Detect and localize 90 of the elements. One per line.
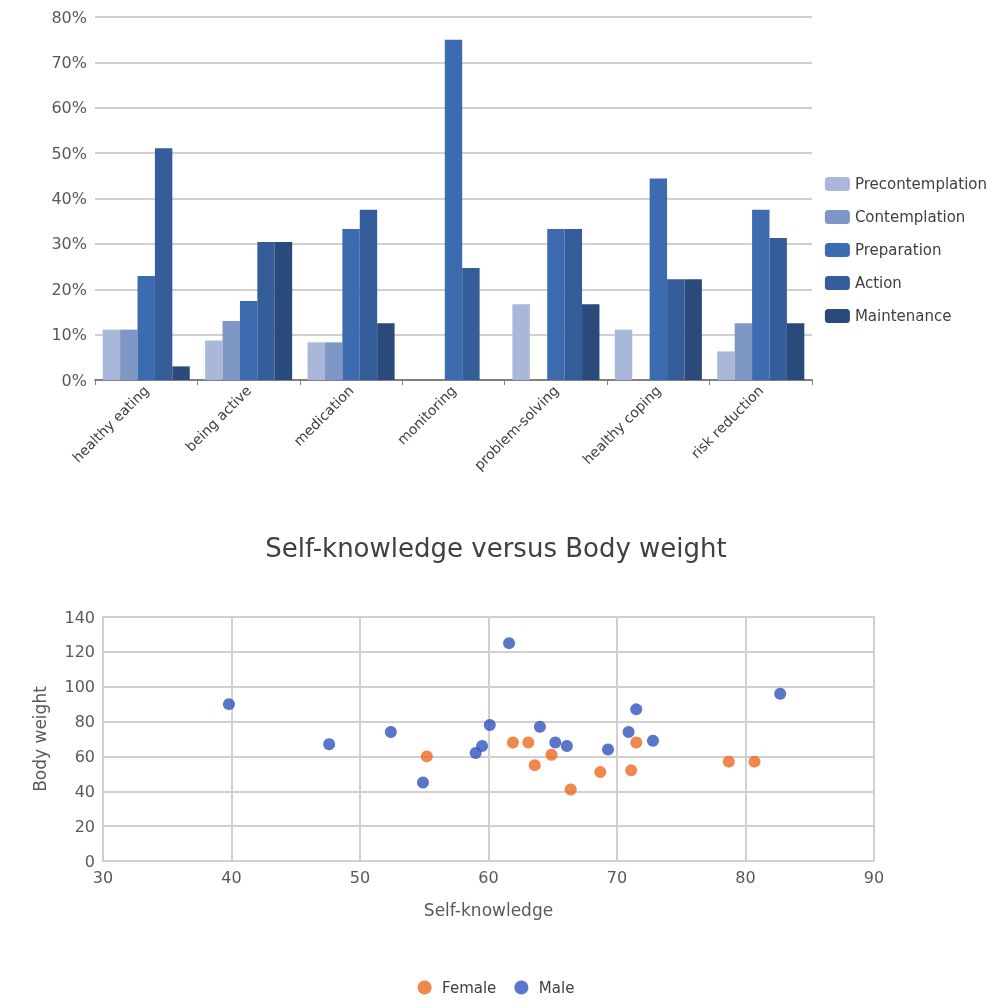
x-tick-label: 80 xyxy=(735,867,756,887)
bar xyxy=(614,329,633,380)
point xyxy=(564,783,577,796)
point xyxy=(528,759,541,772)
point xyxy=(774,687,787,700)
bar xyxy=(137,276,155,380)
bar xyxy=(462,267,480,380)
y-tick-label: 80% xyxy=(51,7,87,27)
bar xyxy=(307,342,325,380)
bar xyxy=(324,342,343,380)
point xyxy=(630,703,643,716)
point xyxy=(622,726,635,739)
x-tick-label: 30 xyxy=(92,867,114,887)
bar xyxy=(377,323,395,380)
bar xyxy=(667,279,685,380)
bar xyxy=(512,304,530,380)
bar xyxy=(102,329,121,380)
point xyxy=(384,726,397,739)
bar xyxy=(769,237,787,380)
legend-label: Contemplation xyxy=(854,208,966,226)
bar xyxy=(257,242,275,380)
point xyxy=(476,739,489,752)
bar xyxy=(717,351,735,380)
bar xyxy=(120,329,138,380)
x-tick-label: 70 xyxy=(606,867,628,887)
point xyxy=(503,637,516,650)
bar xyxy=(582,304,600,380)
legend-label: Precontemplation xyxy=(854,175,988,193)
point xyxy=(646,734,659,747)
bar xyxy=(172,366,190,380)
y-tick-label: 20% xyxy=(51,279,87,299)
point xyxy=(506,736,519,749)
bar xyxy=(205,340,223,380)
point xyxy=(748,755,761,768)
bar xyxy=(342,228,360,380)
point xyxy=(545,748,558,761)
legend-label: Maintenance xyxy=(854,307,952,325)
point xyxy=(602,743,615,756)
bar xyxy=(564,228,583,380)
point xyxy=(594,766,607,779)
y-tick-label: 20 xyxy=(74,816,95,836)
y-tick-label: 70% xyxy=(51,52,87,72)
legend-label: Preparation xyxy=(854,241,942,259)
point xyxy=(416,776,429,789)
y-tick-label: 30% xyxy=(51,234,87,254)
y-axis-title: Body weight xyxy=(29,685,50,792)
bar xyxy=(222,321,240,380)
legend-label: Action xyxy=(854,274,902,292)
bar xyxy=(734,323,753,380)
point xyxy=(222,698,235,711)
legend-label: Male xyxy=(538,978,575,997)
bar xyxy=(359,209,378,380)
y-tick-label: 10% xyxy=(51,325,87,345)
legend-label: Female xyxy=(442,978,497,997)
point xyxy=(522,736,535,749)
y-tick-label: 40 xyxy=(74,781,95,801)
bar xyxy=(786,323,805,380)
bar xyxy=(649,178,668,380)
x-axis-title: Self-knowledge xyxy=(423,899,554,920)
y-tick-label: 100 xyxy=(64,677,95,697)
x-tick-label: 40 xyxy=(221,867,242,887)
chart-title: Self-knowledge versus Body weight xyxy=(265,533,727,563)
point xyxy=(323,738,336,751)
bar xyxy=(154,148,173,380)
x-tick-label: 90 xyxy=(863,867,885,887)
point xyxy=(420,750,433,763)
y-tick-label: 0 xyxy=(84,851,95,871)
bar xyxy=(752,209,770,380)
point xyxy=(560,739,573,752)
y-tick-label: 80 xyxy=(74,712,95,732)
y-tick-label: 60% xyxy=(51,98,87,118)
bar xyxy=(274,242,293,380)
point xyxy=(630,736,643,749)
y-tick-label: 120 xyxy=(64,642,95,662)
bar xyxy=(684,279,702,380)
y-tick-label: 60 xyxy=(74,746,95,766)
bar xyxy=(547,228,565,380)
point xyxy=(722,755,735,768)
point xyxy=(549,736,562,749)
point xyxy=(625,764,638,777)
x-tick-label: 60 xyxy=(478,867,499,887)
y-tick-label: 0% xyxy=(61,370,87,390)
bar xyxy=(444,39,463,380)
y-tick-label: 50% xyxy=(51,143,87,163)
bar xyxy=(239,301,258,380)
y-tick-label: 140 xyxy=(64,607,95,627)
y-tick-label: 40% xyxy=(51,189,87,208)
point xyxy=(533,720,546,733)
point xyxy=(483,719,496,732)
x-tick-label: 50 xyxy=(349,867,371,887)
